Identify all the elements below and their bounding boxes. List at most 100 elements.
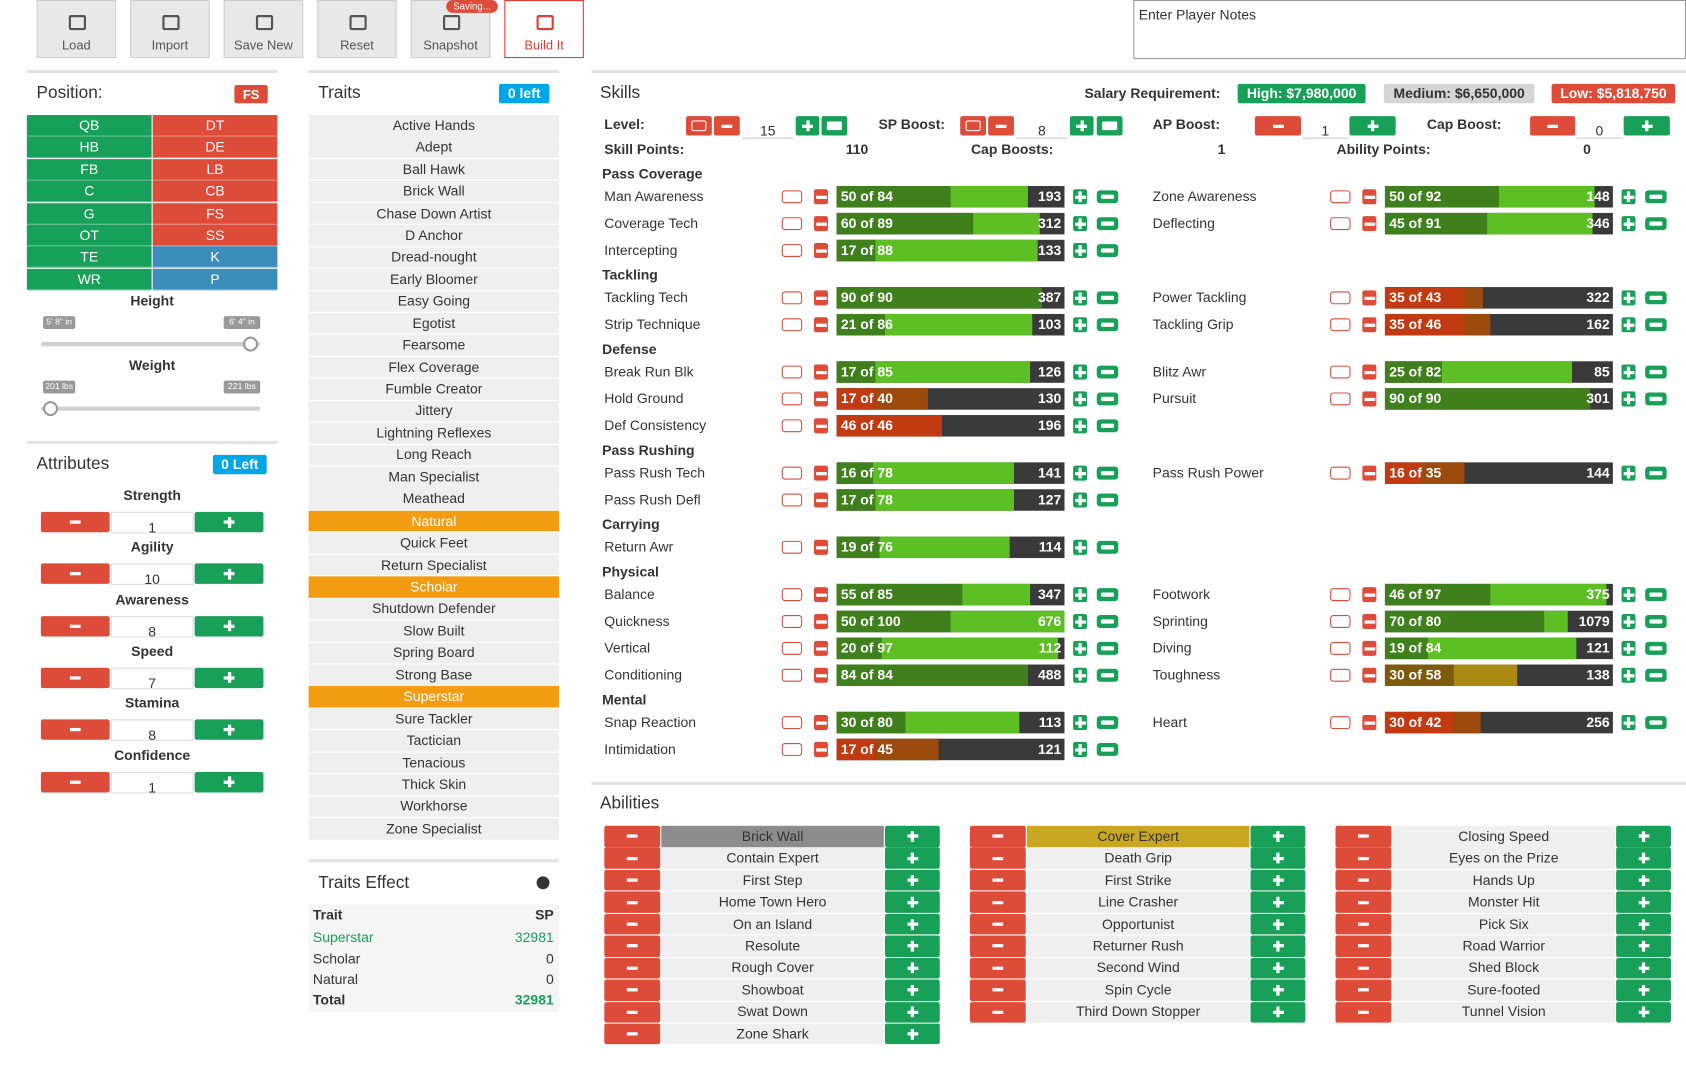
trait-item[interactable]: Quick Feet <box>308 532 560 554</box>
min-button[interactable] <box>960 116 987 136</box>
plus-button[interactable] <box>1616 913 1671 935</box>
ability-item[interactable]: Road Warrior <box>1392 935 1616 957</box>
min-button[interactable] <box>781 716 803 730</box>
max-button[interactable] <box>1096 365 1119 379</box>
plus-button[interactable] <box>1073 587 1088 603</box>
max-button[interactable] <box>1645 615 1667 628</box>
trait-item[interactable]: Adept <box>308 137 560 158</box>
min-button[interactable] <box>1330 615 1351 628</box>
trait-item[interactable]: Return Specialist <box>308 554 560 576</box>
ability-item[interactable]: Second Wind <box>1026 957 1250 979</box>
trait-item[interactable]: Ball Hawk <box>308 159 560 180</box>
ability-item[interactable]: Opportunist <box>1026 913 1250 935</box>
minus-button[interactable] <box>813 492 828 508</box>
min-button[interactable] <box>1330 641 1351 655</box>
trait-item[interactable]: Early Bloomer <box>308 268 560 290</box>
ability-item[interactable]: Home Town Hero <box>661 891 884 913</box>
min-button[interactable] <box>1330 190 1351 204</box>
ability-item[interactable]: Resolute <box>661 935 884 957</box>
minus-button[interactable] <box>40 511 110 533</box>
plus-button[interactable] <box>884 847 940 869</box>
min-button[interactable] <box>1330 217 1351 231</box>
plus-button[interactable] <box>884 825 940 847</box>
plus-button[interactable] <box>1250 825 1306 847</box>
plus-button[interactable] <box>1621 613 1636 630</box>
toolbar-button[interactable]: Build It <box>504 0 584 59</box>
min-button[interactable] <box>781 466 803 480</box>
plus-button[interactable] <box>1073 741 1088 757</box>
trait-item[interactable]: Zone Specialist <box>308 818 560 840</box>
plus-button[interactable] <box>1616 979 1671 1001</box>
plus-button[interactable] <box>1250 891 1306 913</box>
minus-button[interactable] <box>40 563 110 585</box>
plus-button[interactable] <box>194 563 264 585</box>
minus-button[interactable] <box>813 741 828 757</box>
plus-button[interactable] <box>1073 216 1088 232</box>
plus-button[interactable] <box>1073 189 1088 205</box>
ability-item[interactable]: Monster Hit <box>1392 891 1616 913</box>
trait-item[interactable]: Jittery <box>308 400 560 422</box>
min-button[interactable] <box>781 743 803 756</box>
minus-button[interactable] <box>813 418 828 434</box>
plus-button[interactable] <box>1073 640 1088 656</box>
plus-button[interactable] <box>1621 189 1636 205</box>
minus-button[interactable] <box>1362 715 1377 731</box>
position-cell[interactable]: DT <box>152 115 278 137</box>
max-button[interactable] <box>1096 466 1119 480</box>
minus-button[interactable] <box>969 957 1026 979</box>
control-input[interactable]: 0 <box>1576 115 1623 139</box>
max-button[interactable] <box>1096 493 1119 507</box>
max-button[interactable] <box>1645 641 1667 655</box>
trait-item[interactable]: Fearsome <box>308 334 560 356</box>
plus-button[interactable] <box>1250 957 1306 979</box>
max-button[interactable] <box>1645 217 1667 231</box>
minus-button[interactable] <box>988 116 1014 136</box>
minus-button[interactable] <box>604 957 661 979</box>
minus-button[interactable] <box>1362 391 1377 407</box>
minus-button[interactable] <box>813 465 828 481</box>
max-button[interactable] <box>1096 540 1119 554</box>
min-button[interactable] <box>781 217 803 231</box>
min-button[interactable] <box>781 392 803 406</box>
plus-button[interactable] <box>194 667 264 689</box>
plus-button[interactable] <box>884 935 940 957</box>
plus-button[interactable] <box>884 1023 940 1045</box>
plus-button[interactable] <box>1621 465 1636 481</box>
ability-item[interactable]: Showboat <box>661 979 884 1001</box>
max-button[interactable] <box>1096 419 1119 433</box>
minus-button[interactable] <box>1362 290 1377 306</box>
minus-button[interactable] <box>813 317 828 333</box>
plus-button[interactable] <box>1250 869 1306 891</box>
minus-button[interactable] <box>813 613 828 630</box>
minus-button[interactable] <box>1335 1001 1392 1023</box>
attribute-input[interactable]: 8 <box>110 719 194 743</box>
position-cell[interactable]: QB <box>26 115 152 137</box>
plus-button[interactable] <box>1616 935 1671 957</box>
plus-button[interactable] <box>1073 715 1088 731</box>
plus-button[interactable] <box>1349 116 1396 136</box>
ability-item[interactable]: Shed Block <box>1392 957 1616 979</box>
trait-item[interactable]: Chase Down Artist <box>308 202 560 224</box>
max-button[interactable] <box>1645 190 1667 204</box>
position-cell[interactable]: K <box>152 246 278 269</box>
trait-item[interactable]: Fumble Creator <box>308 378 560 400</box>
ability-item[interactable]: Swat Down <box>661 1001 884 1023</box>
position-cell[interactable]: FS <box>152 202 278 225</box>
plus-button[interactable] <box>884 869 940 891</box>
minus-button[interactable] <box>40 615 110 637</box>
position-cell[interactable]: OT <box>26 224 152 247</box>
minus-button[interactable] <box>813 667 828 683</box>
minus-button[interactable] <box>1362 667 1377 683</box>
minus-button[interactable] <box>813 391 828 407</box>
minus-button[interactable] <box>969 825 1026 847</box>
minus-button[interactable] <box>813 640 828 656</box>
minus-button[interactable] <box>1362 640 1377 656</box>
minus-button[interactable] <box>1254 116 1302 136</box>
trait-item[interactable]: Strong Base <box>308 664 560 686</box>
minus-button[interactable] <box>604 825 661 847</box>
max-button[interactable] <box>1645 668 1667 682</box>
minus-button[interactable] <box>1362 216 1377 232</box>
minus-button[interactable] <box>604 935 661 957</box>
trait-item[interactable]: Sure Tackler <box>308 708 560 730</box>
plus-button[interactable] <box>1621 587 1636 603</box>
